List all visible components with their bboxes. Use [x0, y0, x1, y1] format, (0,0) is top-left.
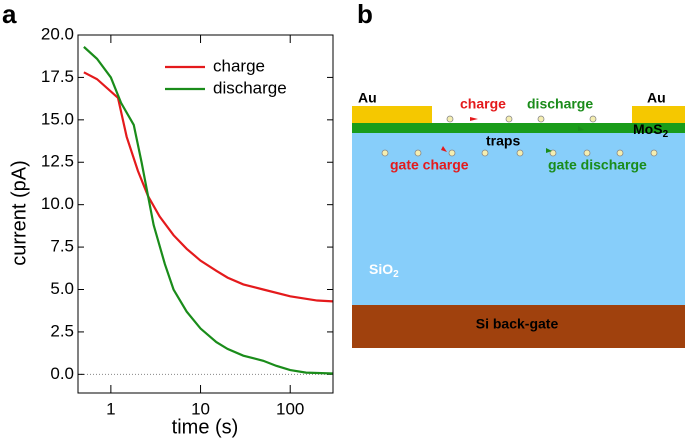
- x-tick-label: 100: [276, 399, 304, 418]
- arrow: [441, 146, 447, 152]
- x-tick-label: 1: [106, 399, 115, 418]
- label: Si back-gate: [476, 316, 559, 332]
- label: MoS2: [633, 121, 669, 140]
- label: charge: [460, 96, 506, 112]
- label: SiO2: [369, 261, 399, 280]
- y-axis-label: current (pA): [8, 160, 30, 266]
- arrow: [470, 117, 478, 121]
- device-diagram: b Au Au charge discharge MoS2 traps gate…: [352, 0, 685, 348]
- series-line: [83, 71, 334, 303]
- label: Au: [358, 90, 377, 106]
- au-contact: [632, 106, 685, 123]
- arrow: [546, 148, 552, 153]
- series-line: [83, 46, 334, 375]
- panel-label: a: [2, 0, 17, 29]
- y-tick-label: 5.0: [50, 279, 74, 298]
- y-tick-label: 0.0: [50, 364, 74, 383]
- axes-frame: [77, 34, 334, 394]
- arrow: [578, 126, 584, 131]
- y-tick-label: 15.0: [41, 109, 74, 128]
- label: gate charge: [390, 157, 469, 173]
- x-tick-label: 10: [191, 399, 210, 418]
- label: gate discharge: [548, 157, 647, 173]
- label: Au: [647, 90, 666, 106]
- x-axis-label: time (s): [172, 416, 239, 438]
- label: traps: [486, 133, 520, 149]
- traps: [381, 115, 658, 157]
- plot: 0.0 2.5 5.0 7.5 10.0 12.5 15.0 17.5 20.0 1 10 100 ch…: [41, 24, 334, 418]
- legend-label: discharge: [213, 78, 287, 97]
- y-tick-label: 10.0: [41, 194, 74, 213]
- panel-label: b: [357, 0, 373, 29]
- mos2-layer: [352, 123, 685, 133]
- au-contact: [352, 106, 432, 123]
- y-tick-label: 7.5: [50, 237, 74, 256]
- y-tick-label: 12.5: [41, 152, 74, 171]
- label: discharge: [527, 96, 593, 112]
- sio2-layer: [352, 133, 685, 305]
- y-tick-label: 17.5: [41, 67, 74, 86]
- y-tick-label: 20.0: [41, 24, 74, 43]
- legend-label: charge: [213, 56, 265, 75]
- si-layer: [352, 305, 685, 348]
- y-tick-label: 2.5: [50, 321, 74, 340]
